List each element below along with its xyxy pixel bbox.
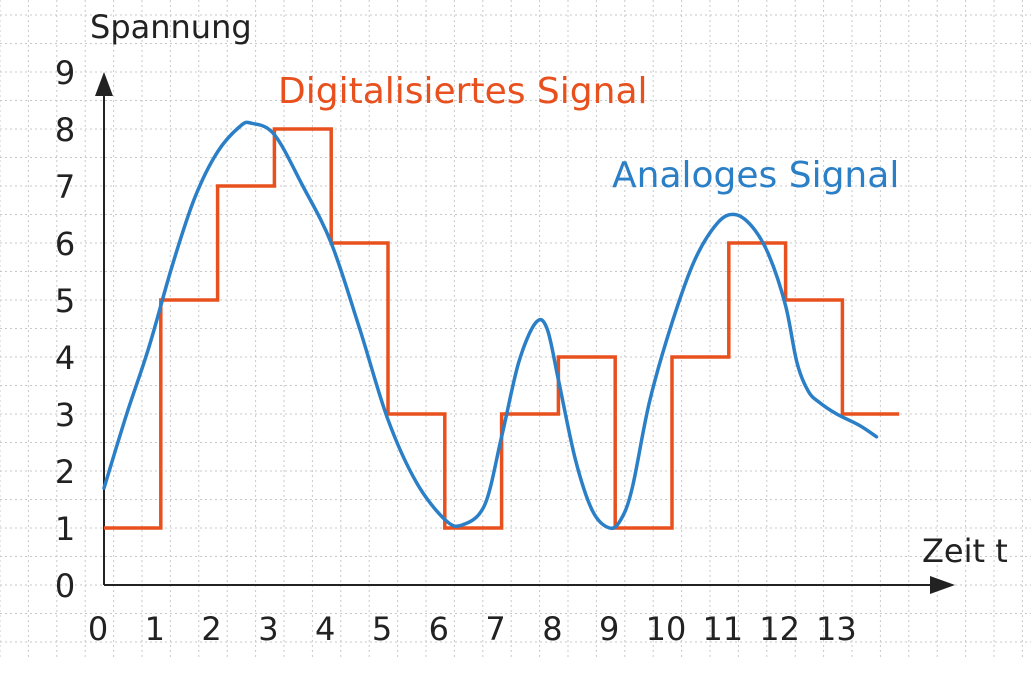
y-tick-label: 2 <box>55 453 75 491</box>
x-tick-label: 8 <box>542 610 562 648</box>
series-digital <box>104 127 900 530</box>
y-tick-label: 7 <box>55 168 75 206</box>
y-tick-label: 9 <box>55 54 75 92</box>
x-tick-label: 5 <box>372 610 392 648</box>
y-tick-labels: 0 1 2 3 4 5 6 7 8 9 <box>55 54 75 605</box>
y-tick-label: 3 <box>55 396 75 434</box>
x-tick-label: 0 <box>88 610 108 648</box>
axes <box>95 72 955 594</box>
grid <box>0 0 1031 660</box>
x-tick-labels: 0 1 2 3 4 5 6 7 8 9 10 11 12 13 <box>88 610 857 648</box>
x-tick-label: 1 <box>145 610 165 648</box>
y-tick-label: 8 <box>55 111 75 149</box>
y-axis-arrow <box>95 72 113 96</box>
y-tick-label: 5 <box>55 282 75 320</box>
y-tick-label: 6 <box>55 225 75 263</box>
series-analog <box>102 120 879 531</box>
series-label-digital: Digitalisiertes Signal <box>278 71 648 112</box>
x-tick-label: 3 <box>258 610 278 648</box>
x-tick-label: 2 <box>201 610 221 648</box>
x-tick-label: 10 <box>646 610 687 648</box>
y-tick-label: 0 <box>55 567 75 605</box>
y-tick-label: 1 <box>55 510 75 548</box>
x-tick-label: 7 <box>485 610 505 648</box>
x-tick-label: 4 <box>315 610 335 648</box>
x-tick-label: 9 <box>599 610 619 648</box>
y-tick-label: 4 <box>55 339 75 377</box>
x-axis-title: Zeit t <box>922 532 1008 570</box>
x-tick-label: 11 <box>702 610 743 648</box>
x-tick-label: 12 <box>759 610 800 648</box>
y-axis-title: Spannung <box>90 8 252 46</box>
x-axis-arrow <box>930 576 955 594</box>
series-label-analog: Analoges Signal <box>612 155 899 196</box>
x-tick-label: 13 <box>816 610 857 648</box>
x-tick-label: 6 <box>429 610 449 648</box>
analog-signal-line <box>102 120 879 531</box>
digital-signal-line <box>104 127 900 530</box>
